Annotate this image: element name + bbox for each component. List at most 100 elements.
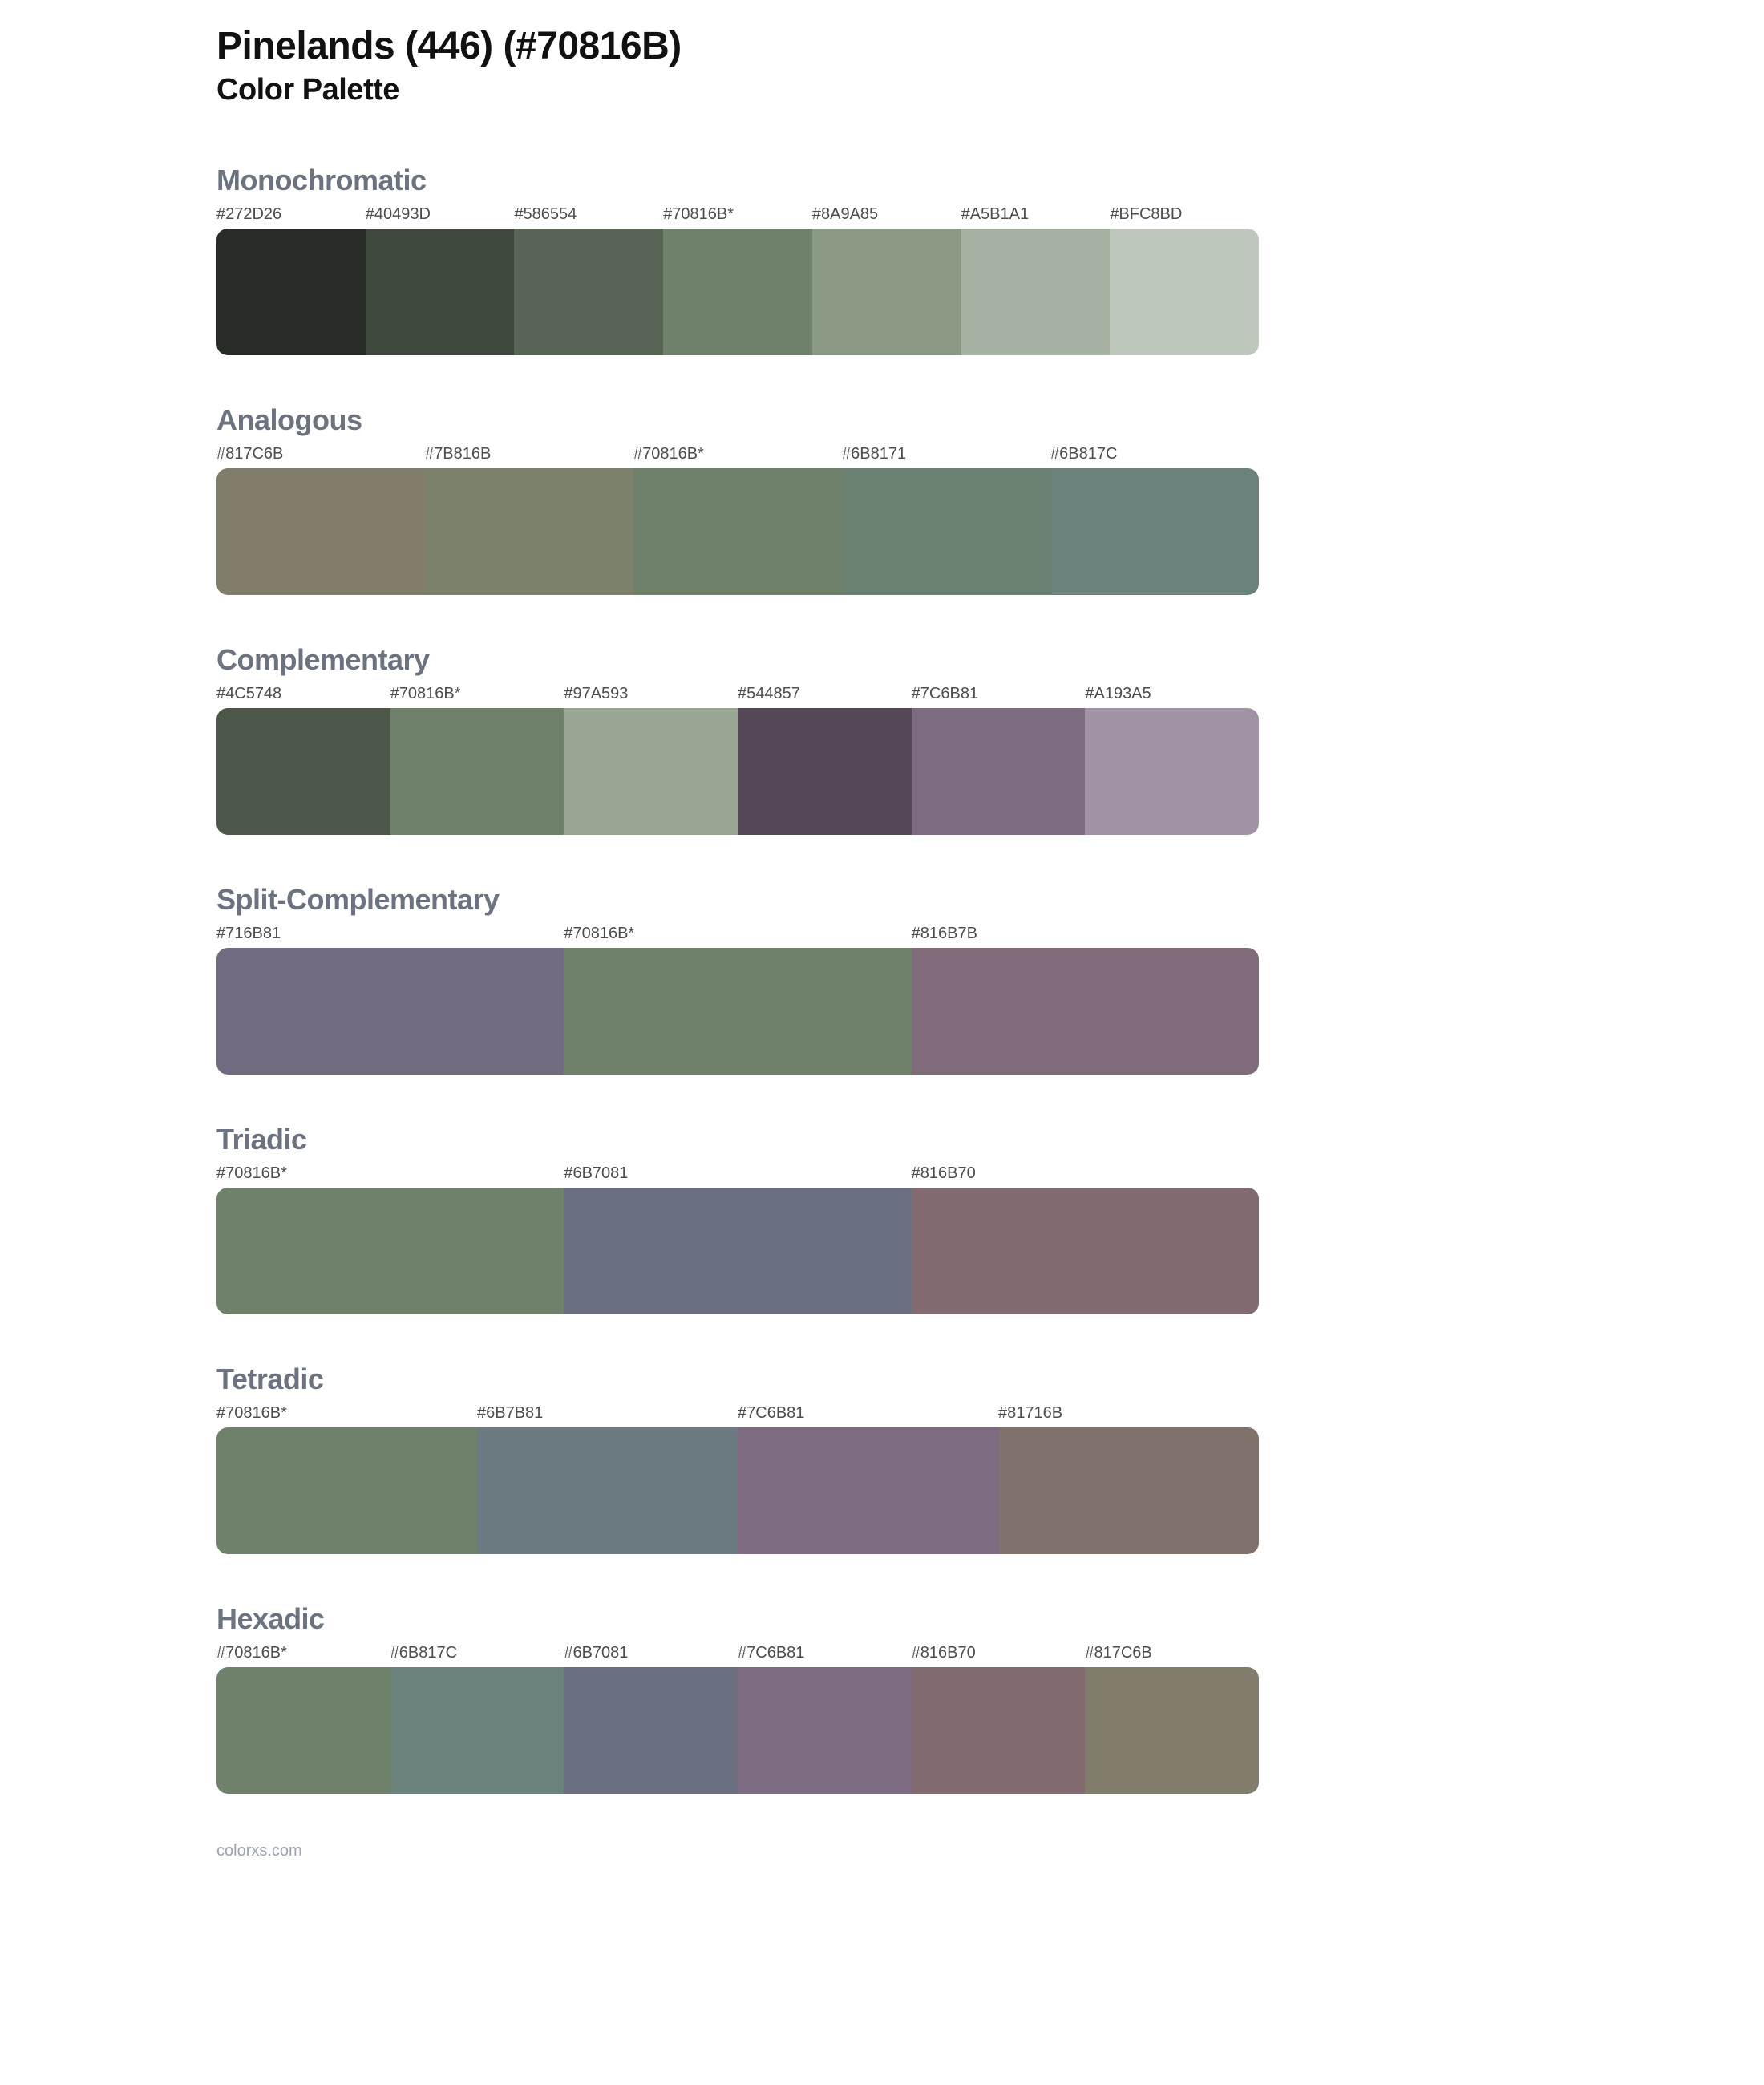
swatch-column: #4C5748 <box>216 685 390 835</box>
swatch-column: #816B7B <box>912 925 1259 1075</box>
swatch-row: #272D26#40493D#586554#70816B*#8A9A85#A5B… <box>216 205 1259 355</box>
section-title: Hexadic <box>216 1602 1259 1636</box>
color-swatch[interactable] <box>514 229 663 355</box>
swatch-label: #70816B* <box>564 925 911 948</box>
color-swatch[interactable] <box>738 1667 912 1794</box>
swatch-label: #586554 <box>514 205 663 229</box>
swatch-label: #70816B* <box>216 1644 390 1667</box>
color-swatch[interactable] <box>564 1188 911 1314</box>
swatch-column: #716B81 <box>216 925 564 1075</box>
swatch-column: #70816B* <box>390 685 564 835</box>
color-swatch[interactable] <box>812 229 961 355</box>
section-title: Analogous <box>216 403 1259 437</box>
swatch-column: #A193A5 <box>1085 685 1259 835</box>
color-swatch[interactable] <box>216 229 366 355</box>
swatch-label: #6B7081 <box>564 1644 738 1667</box>
swatch-label: #A5B1A1 <box>961 205 1111 229</box>
swatch-column: #7C6B81 <box>738 1404 998 1554</box>
section-title: Split-Complementary <box>216 883 1259 917</box>
swatch-row: #70816B*#6B817C#6B7081#7C6B81#816B70#817… <box>216 1644 1259 1794</box>
swatch-column: #40493D <box>366 205 515 355</box>
swatch-column: #70816B* <box>216 1404 477 1554</box>
section-title: Tetradic <box>216 1362 1259 1396</box>
color-swatch[interactable] <box>366 229 515 355</box>
color-swatch[interactable] <box>216 708 390 835</box>
footer-attribution: colorxs.com <box>216 1842 1259 1860</box>
color-swatch[interactable] <box>216 948 564 1075</box>
swatch-row: #817C6B#7B816B#70816B*#6B8171#6B817C <box>216 445 1259 595</box>
palette-section: Tetradic#70816B*#6B7B81#7C6B81#81716B <box>216 1362 1259 1554</box>
swatch-label: #544857 <box>738 685 912 708</box>
swatch-column: #97A593 <box>564 685 738 835</box>
swatch-column: #272D26 <box>216 205 366 355</box>
color-swatch[interactable] <box>663 229 812 355</box>
swatch-column: #6B7B81 <box>477 1404 738 1554</box>
swatch-column: #817C6B <box>1085 1644 1259 1794</box>
swatch-column: #6B817C <box>1050 445 1259 595</box>
color-swatch[interactable] <box>390 1667 564 1794</box>
color-swatch[interactable] <box>912 948 1259 1075</box>
color-swatch[interactable] <box>738 708 912 835</box>
swatch-label: #817C6B <box>1085 1644 1259 1667</box>
color-swatch[interactable] <box>425 468 633 595</box>
swatch-column: #6B8171 <box>842 445 1050 595</box>
color-swatch[interactable] <box>961 229 1111 355</box>
swatch-column: #7C6B81 <box>912 685 1086 835</box>
section-title: Monochromatic <box>216 164 1259 197</box>
swatch-label: #7C6B81 <box>912 685 1086 708</box>
color-swatch[interactable] <box>1110 229 1259 355</box>
color-swatch[interactable] <box>633 468 842 595</box>
color-swatch[interactable] <box>912 1188 1259 1314</box>
color-swatch[interactable] <box>390 708 564 835</box>
swatch-column: #7C6B81 <box>738 1644 912 1794</box>
swatch-label: #40493D <box>366 205 515 229</box>
swatch-label: #6B817C <box>390 1644 564 1667</box>
color-swatch[interactable] <box>216 1188 564 1314</box>
swatch-label: #97A593 <box>564 685 738 708</box>
swatch-column: #BFC8BD <box>1110 205 1259 355</box>
palette-section: Hexadic #70816B*#6B817C#6B7081#7C6B81#816… <box>216 1602 1259 1794</box>
swatch-label: #70816B* <box>390 685 564 708</box>
color-swatch[interactable] <box>477 1427 738 1554</box>
color-swatch[interactable] <box>564 708 738 835</box>
swatch-label: #272D26 <box>216 205 366 229</box>
palette-page: Pinelands (446) (#70816B) Color Palette … <box>216 24 1259 1860</box>
color-swatch[interactable] <box>1085 708 1259 835</box>
swatch-label: #70816B* <box>633 445 842 468</box>
color-swatch[interactable] <box>842 468 1050 595</box>
swatch-column: #6B7081 <box>564 1644 738 1794</box>
swatch-column: #A5B1A1 <box>961 205 1111 355</box>
swatch-label: #716B81 <box>216 925 564 948</box>
swatch-label: #817C6B <box>216 445 425 468</box>
swatch-column: #817C6B <box>216 445 425 595</box>
swatch-column: #70816B* <box>216 1164 564 1314</box>
swatch-label: #70816B* <box>216 1404 477 1427</box>
swatch-label: #A193A5 <box>1085 685 1259 708</box>
swatch-column: #70816B* <box>564 925 911 1075</box>
palette-section: Split-Complementary #716B81#70816B*#816B7… <box>216 883 1259 1075</box>
page-title: Pinelands (446) (#70816B) <box>216 24 1259 68</box>
swatch-label: #6B817C <box>1050 445 1259 468</box>
swatch-column: #70816B* <box>633 445 842 595</box>
swatch-label: #70816B* <box>663 205 812 229</box>
color-swatch[interactable] <box>1085 1667 1259 1794</box>
section-title: Triadic <box>216 1123 1259 1156</box>
swatch-column: #6B817C <box>390 1644 564 1794</box>
color-swatch[interactable] <box>564 1667 738 1794</box>
color-swatch[interactable] <box>216 1667 390 1794</box>
sections-container: Monochromatic#272D26#40493D#586554#70816… <box>216 164 1259 1794</box>
section-title: Complementary <box>216 643 1259 677</box>
swatch-label: #6B8171 <box>842 445 1050 468</box>
color-swatch[interactable] <box>912 708 1086 835</box>
swatch-column: #70816B* <box>216 1644 390 1794</box>
color-swatch[interactable] <box>912 1667 1086 1794</box>
palette-section: Triadic#70816B*#6B7081#816B70 <box>216 1123 1259 1314</box>
color-swatch[interactable] <box>564 948 911 1075</box>
color-swatch[interactable] <box>216 1427 477 1554</box>
swatch-label: #7C6B81 <box>738 1404 998 1427</box>
color-swatch[interactable] <box>1050 468 1259 595</box>
color-swatch[interactable] <box>216 468 425 595</box>
color-swatch[interactable] <box>998 1427 1259 1554</box>
color-swatch[interactable] <box>738 1427 998 1554</box>
swatch-label: #816B70 <box>912 1164 1259 1188</box>
